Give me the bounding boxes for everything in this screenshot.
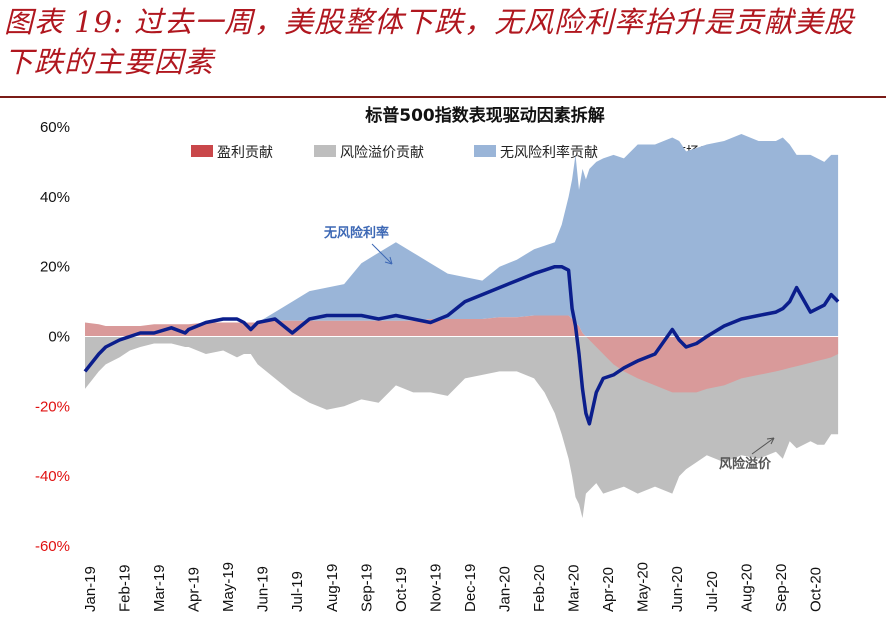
legend-risk-premium-swatch — [314, 145, 336, 157]
annotation-risk-premium: 风险溢价 — [719, 456, 772, 472]
y-tick-label: 60% — [40, 119, 70, 136]
annotation-risk-premium-arrow — [751, 437, 775, 455]
legend-risk-free-swatch — [474, 145, 496, 157]
x-tick-label: May-20 — [635, 562, 652, 612]
figure-title: 图表 19: 过去一周，美股整体下跌，无风险利率抬升是贡献美股下跌的主要因素 — [4, 5, 855, 79]
x-tick-label: Feb-19 — [117, 564, 134, 612]
x-tick-label: Sep-19 — [358, 564, 375, 612]
annotation-risk-free: 无风险利率 — [323, 225, 389, 241]
x-tick-label: May-19 — [220, 562, 237, 612]
y-tick-label: -40% — [35, 468, 70, 485]
y-tick-label: -20% — [35, 398, 70, 415]
x-tick-label: Mar-19 — [151, 564, 168, 612]
y-tick-label: 40% — [40, 189, 70, 206]
y-tick-label: 0% — [48, 329, 70, 346]
x-tick-label: Nov-19 — [427, 564, 444, 612]
x-tick-label: Mar-20 — [566, 564, 583, 612]
x-tick-label: Apr-20 — [600, 567, 617, 612]
x-tick-label: Jan-19 — [82, 566, 99, 612]
legend-earnings-label: 盈利贡献 — [217, 145, 273, 161]
market-line — [83, 264, 840, 426]
earnings-area-negative — [85, 336, 839, 393]
x-tick-label: Oct-19 — [393, 567, 410, 612]
x-tick-label: Aug-19 — [324, 564, 341, 612]
legend-earnings-swatch — [191, 145, 213, 157]
annotation-risk-free-arrowhead — [384, 256, 393, 265]
x-tick-label: Aug-20 — [738, 564, 755, 612]
legend-risk-premium-label: 风险溢价贡献 — [340, 145, 424, 161]
x-tick-label: Jan-20 — [497, 566, 514, 612]
chart-title: 标普500指数表现驱动因素拆解 — [365, 105, 605, 126]
x-tick-label: Jun-19 — [255, 566, 272, 612]
y-tick-label: -60% — [35, 538, 70, 555]
x-tick-label: Jul-20 — [704, 571, 721, 612]
x-tick-label: Jul-19 — [289, 571, 306, 612]
title-divider — [0, 96, 886, 98]
x-tick-label: Feb-20 — [531, 564, 548, 612]
x-tick-label: Oct-20 — [807, 567, 824, 612]
legend-risk-free-label: 无风险利率贡献 — [500, 144, 598, 161]
x-tick-label: Apr-19 — [186, 567, 203, 612]
risk-free-area — [85, 134, 839, 337]
x-tick-label: Dec-19 — [462, 564, 479, 612]
annotation-risk-premium-arrowhead — [766, 437, 775, 445]
x-tick-label: Sep-20 — [773, 564, 790, 612]
y-tick-label: 20% — [40, 259, 70, 276]
x-tick-label: Jun-20 — [669, 566, 686, 612]
earnings-area-positive — [85, 315, 839, 337]
annotation-risk-free-arrow — [371, 243, 393, 265]
